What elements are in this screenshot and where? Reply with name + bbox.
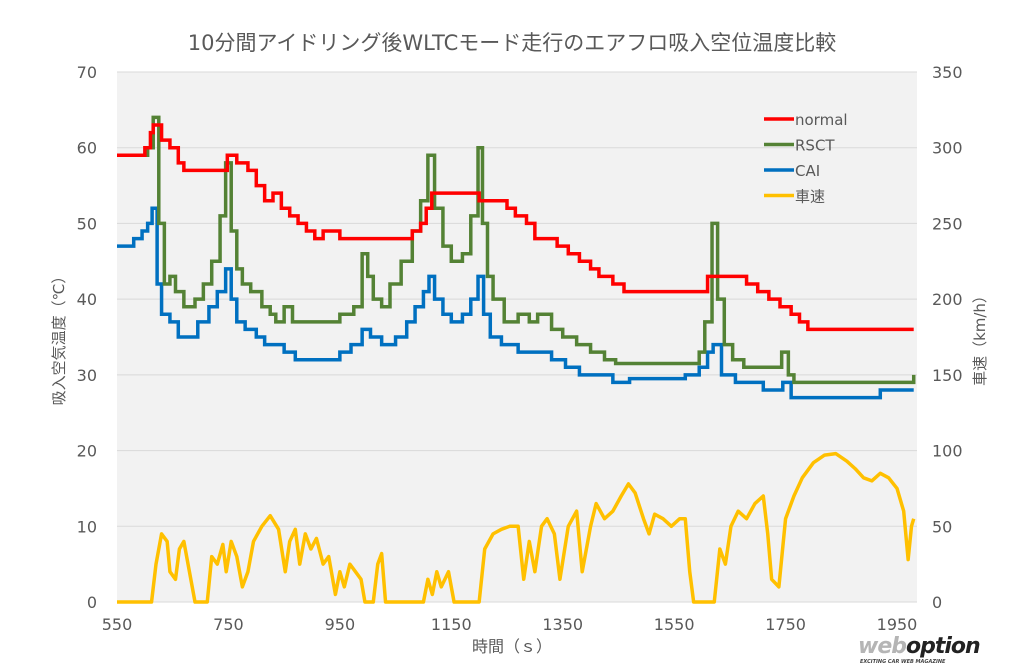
y-tick-label: 20: [77, 442, 97, 461]
series-line-rsct: [117, 115, 916, 385]
y2-tick-label: 50: [932, 517, 952, 536]
y-tick-label: 0: [87, 593, 97, 612]
y-tick-label: 70: [77, 63, 97, 82]
y2-tick-label: 0: [932, 593, 942, 612]
y-tick-label: 50: [77, 214, 97, 233]
y2-tick-label: 200: [932, 290, 963, 309]
x-tick-label: 950: [325, 615, 356, 634]
y-tick-label: 40: [77, 290, 97, 309]
y2-tick-label: 100: [932, 442, 963, 461]
x-tick-label: 1550: [654, 615, 695, 634]
plot-area: [117, 72, 917, 602]
x-tick-label: 1750: [765, 615, 806, 634]
y2-axis-label: 車速（km/h）: [971, 288, 989, 386]
weboption-logo: weboption: [858, 634, 981, 659]
series-line-cai: [117, 206, 914, 400]
x-tick-label: 1350: [542, 615, 583, 634]
x-tick-label: 750: [213, 615, 244, 634]
series-line-speed: [117, 451, 916, 604]
y2-tick-label: 300: [932, 139, 963, 158]
logo-tagline: EXCITING CAR WEB MAGAZINE: [860, 659, 946, 665]
legend-label: RSCT: [795, 137, 835, 155]
logo-web-text: web: [858, 634, 907, 659]
x-tick-label: 1150: [431, 615, 472, 634]
y2-tick-label: 250: [932, 214, 963, 233]
y-tick-label: 10: [77, 517, 97, 536]
x-axis-label: 時間（ｓ）: [472, 637, 552, 656]
legend-label: CAI: [795, 162, 820, 180]
chart-title: 10分間アイドリング後WLTCモード走行のエアフロ吸入空位温度比較: [188, 31, 837, 55]
y-tick-label: 30: [77, 366, 97, 385]
y-axis-label: 吸入空気温度（℃）: [50, 269, 68, 406]
logo-option-text: option: [906, 634, 981, 659]
y2-tick-label: 350: [932, 63, 963, 82]
y-tick-label: 60: [77, 139, 97, 158]
legend: normal RSCT CAI 車速: [764, 111, 848, 206]
series-line-normal: [117, 123, 914, 332]
legend-label: 車速: [795, 188, 825, 206]
legend-label: normal: [795, 111, 848, 129]
x-tick-label: 1950: [877, 615, 918, 634]
x-tick-label: 550: [102, 615, 133, 634]
y2-tick-label: 150: [932, 366, 963, 385]
